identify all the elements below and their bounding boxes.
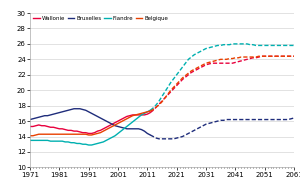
Legend: Wallonie, Bruxelles, Flandre, Belgique: Wallonie, Bruxelles, Flandre, Belgique xyxy=(33,16,169,22)
